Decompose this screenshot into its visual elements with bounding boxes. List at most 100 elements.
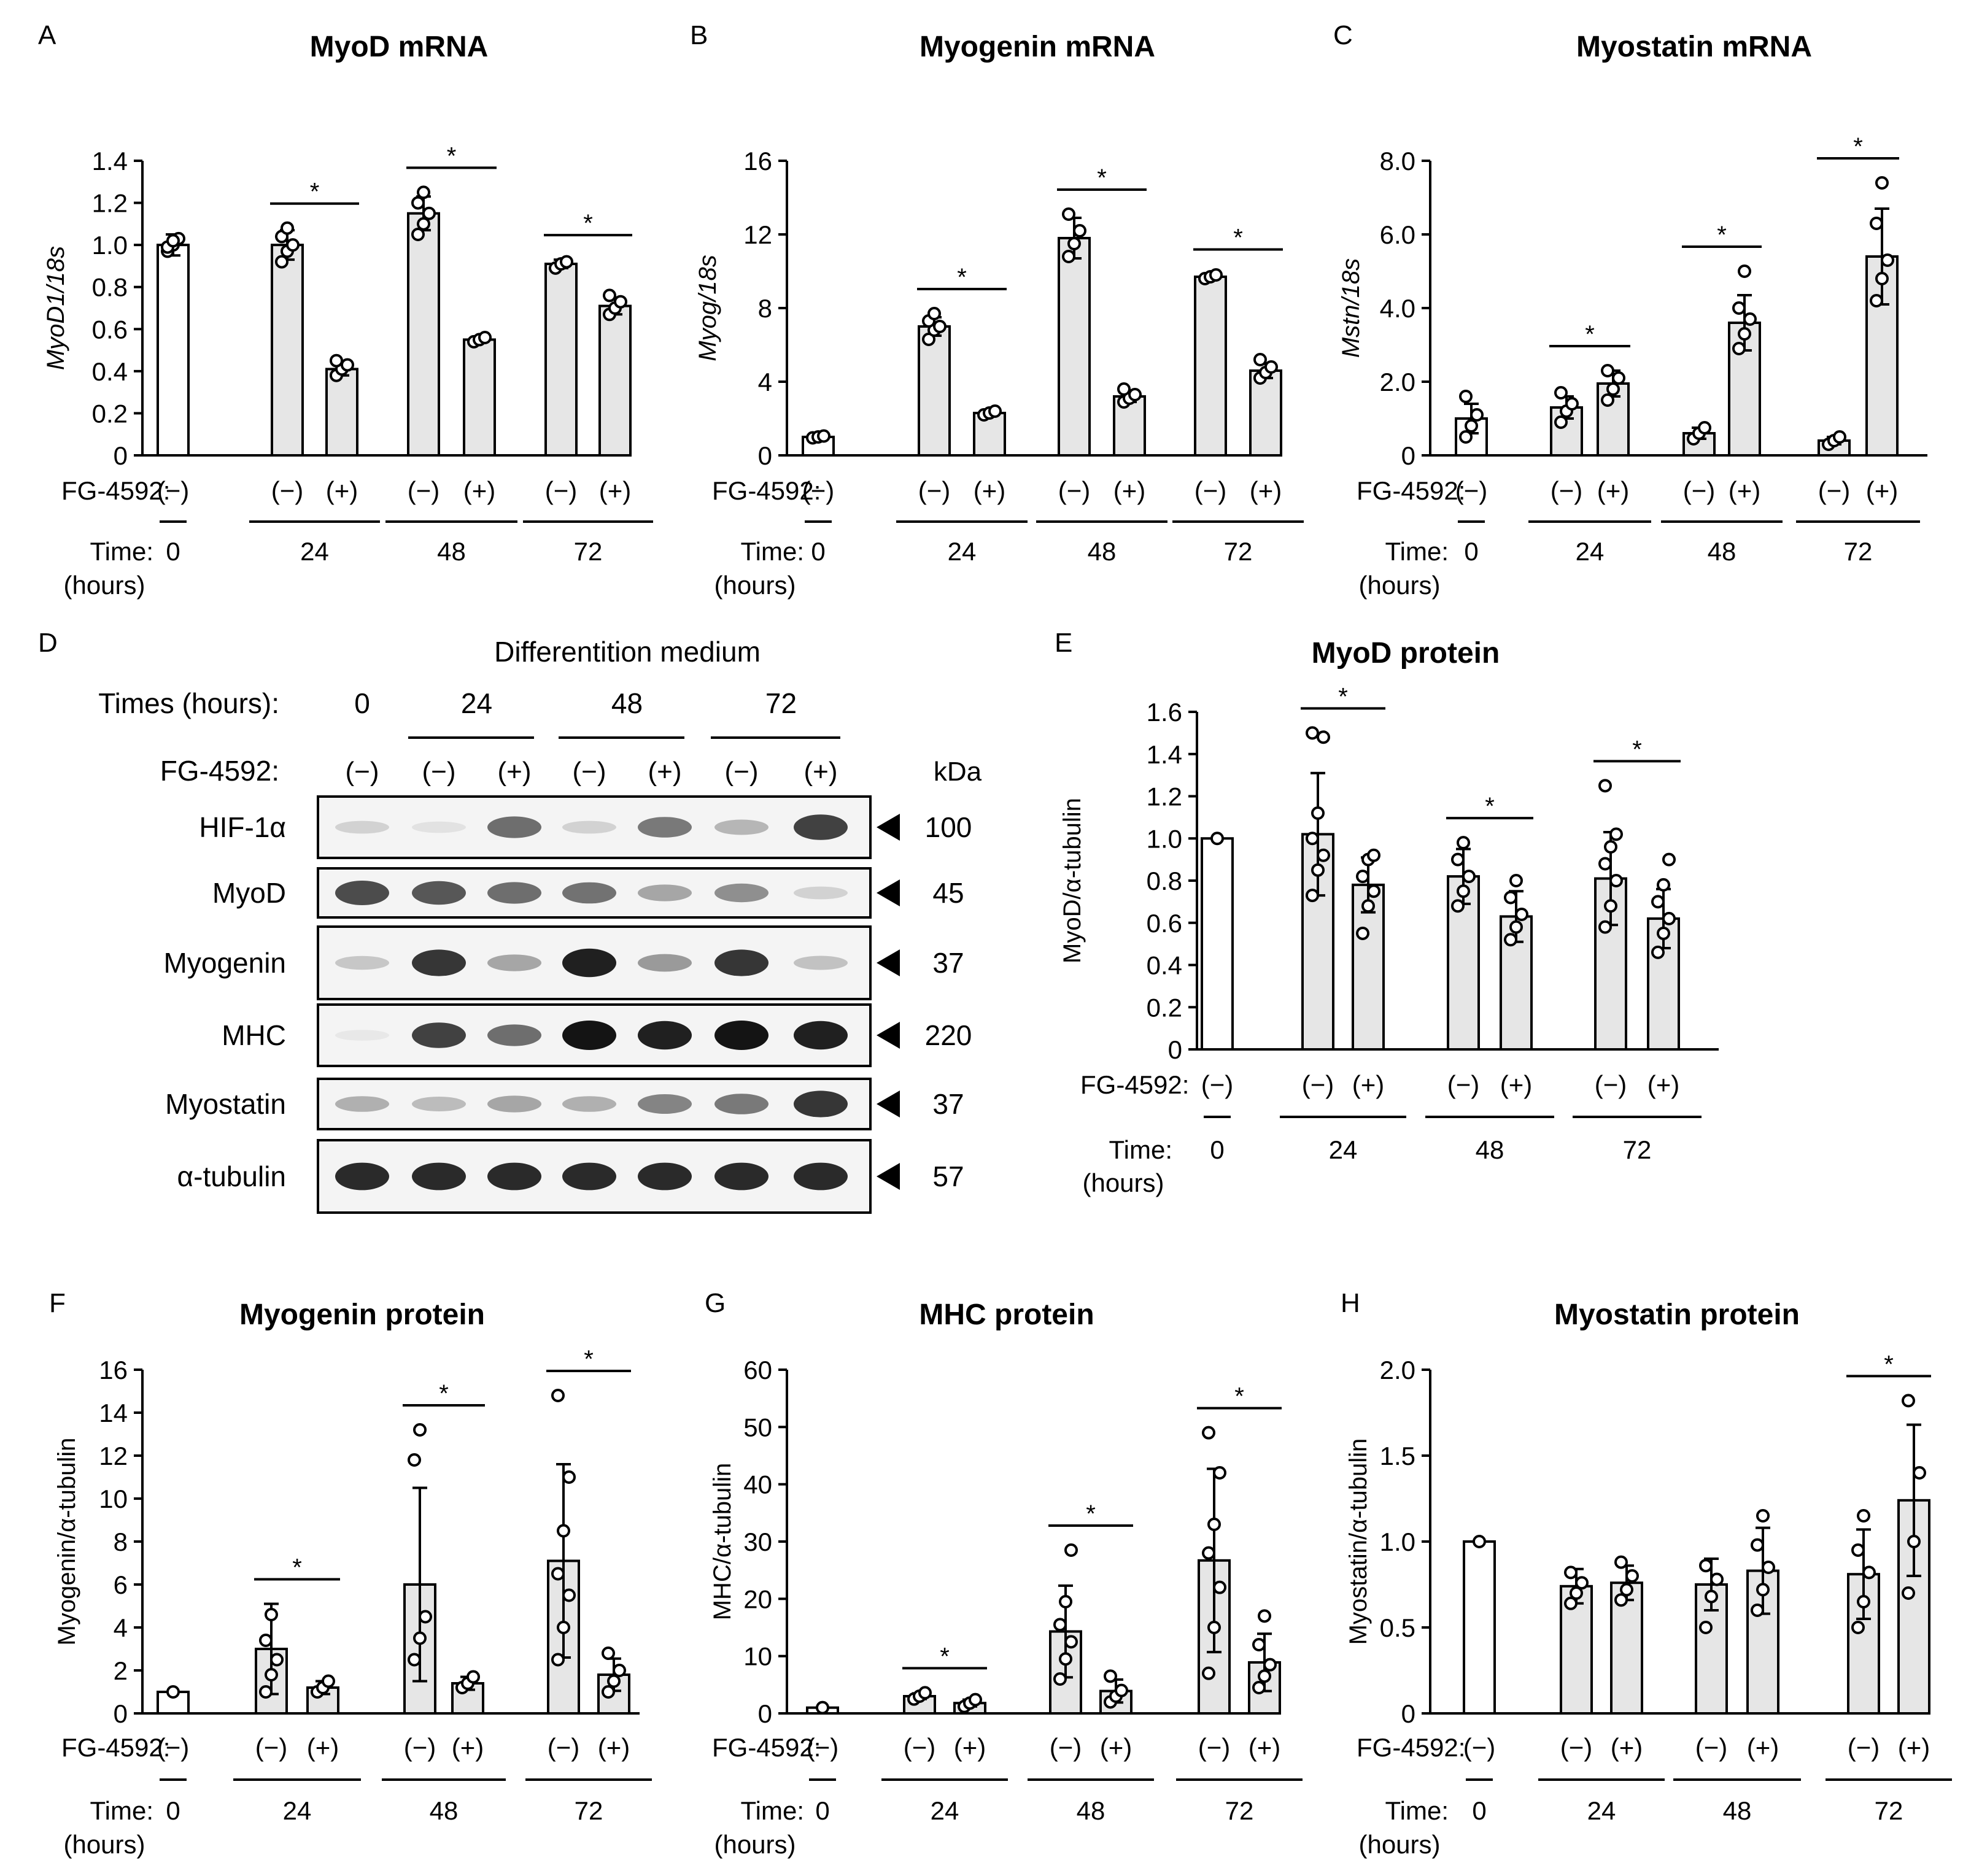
- bar: [271, 244, 304, 457]
- blot-lane-label: (−): [573, 757, 606, 787]
- fg-label: (+): [599, 476, 632, 505]
- data-point: [1554, 386, 1568, 400]
- time-label: 48: [430, 1796, 459, 1825]
- data-point: [1705, 1589, 1718, 1604]
- y-tick-label: 6.0: [1380, 220, 1415, 249]
- y-tick-label: 1.2: [1147, 782, 1182, 811]
- arrowhead-icon: [877, 814, 900, 841]
- arrowhead-icon: [877, 1022, 900, 1049]
- data-point: [1053, 1618, 1067, 1632]
- y-tick-label: 1.2: [92, 189, 128, 218]
- data-point: [281, 221, 294, 235]
- data-point: [1738, 327, 1751, 341]
- protein-label: Myostatin: [165, 1088, 286, 1120]
- significance-star: *: [1585, 321, 1595, 348]
- data-point: [417, 217, 430, 231]
- y-tick-label: 0.2: [92, 399, 128, 428]
- data-point: [408, 1453, 421, 1467]
- significance-star: *: [1338, 683, 1348, 710]
- data-point: [1207, 1621, 1221, 1634]
- fg-row-label: FG-4592:: [61, 476, 170, 505]
- y-tick-label: 0: [758, 441, 772, 470]
- y-tick-label: 50: [743, 1413, 772, 1442]
- y-tick-label: 0.5: [1380, 1613, 1415, 1642]
- band: [487, 882, 541, 904]
- data-point: [265, 1668, 278, 1681]
- chart-panel-e: E MyoD protein 0 0.2 0.4 0.6 0.8 1.0 1.2 1.4 1.6 My…: [1055, 628, 1719, 1197]
- time-label: 48: [1088, 537, 1117, 566]
- data-point: [286, 238, 300, 252]
- y-tick-label: 0.6: [1147, 909, 1182, 938]
- y-tick-label: 12: [99, 1442, 128, 1470]
- data-point: [1210, 832, 1224, 846]
- arrowhead-icon: [877, 1163, 900, 1190]
- blot-time-label: 24: [461, 687, 492, 719]
- data-point: [275, 255, 288, 269]
- band: [714, 819, 769, 835]
- data-point: [969, 1693, 982, 1707]
- y-tick-label: 1.0: [1147, 824, 1182, 853]
- data-point: [1743, 312, 1757, 326]
- fg-label: (+): [1100, 1733, 1132, 1762]
- data-point: [1762, 1561, 1775, 1574]
- fg-label: (+): [1113, 476, 1146, 505]
- y-axis-label: Myostatin/α-tubulin: [1345, 1438, 1372, 1645]
- band: [794, 814, 848, 840]
- bar: [1463, 1540, 1496, 1715]
- chart-panel-g: G MHC protein 0 10 20 30 40 50 60 MHC/α-tubulin (−…: [705, 1288, 1303, 1859]
- data-point: [1732, 301, 1746, 315]
- data-point: [1459, 430, 1473, 444]
- time-row-label: Time:: [1385, 537, 1449, 566]
- band: [714, 949, 769, 976]
- blot-lane-label: (−): [422, 757, 456, 787]
- fg-label: (−): [1463, 1733, 1496, 1762]
- fg-label: (−): [1201, 1070, 1234, 1099]
- data-point: [1264, 360, 1278, 374]
- y-tick-label: 16: [99, 1356, 128, 1384]
- chart-title: MHC protein: [919, 1299, 1094, 1331]
- significance-star: *: [1234, 1383, 1244, 1410]
- band: [562, 948, 616, 978]
- panel-letter: A: [38, 20, 56, 50]
- data-point: [1462, 870, 1476, 884]
- y-tick-label: 0.2: [1147, 993, 1182, 1022]
- data-point: [1902, 1394, 1915, 1408]
- data-point: [1209, 268, 1223, 282]
- data-point: [551, 1567, 565, 1581]
- significance-star: *: [1717, 222, 1727, 249]
- data-point: [1606, 382, 1620, 396]
- data-point: [1657, 926, 1670, 940]
- y-tick-label: 0.6: [92, 315, 128, 344]
- time-label: 48: [437, 537, 466, 566]
- data-point: [1699, 1621, 1713, 1634]
- blot-heading: Differentition medium: [494, 636, 761, 668]
- y-tick-label: 1.4: [1147, 740, 1182, 769]
- time-label: 72: [574, 537, 603, 566]
- significance-star: *: [1853, 133, 1863, 160]
- band: [412, 881, 466, 905]
- data-point: [270, 1653, 284, 1667]
- y-tick-label: 60: [743, 1356, 772, 1384]
- data-point: [408, 1653, 421, 1667]
- fg-label: (+): [1729, 476, 1761, 505]
- fg-label: (−): [1447, 1070, 1480, 1099]
- significance-star: *: [310, 179, 320, 206]
- band: [487, 954, 541, 971]
- data-point: [1601, 364, 1614, 377]
- time-row-label: Time:: [1109, 1135, 1172, 1164]
- significance-star: *: [292, 1554, 302, 1581]
- blot-times-label: Times (hours):: [98, 687, 279, 719]
- data-point: [1698, 421, 1711, 434]
- bar: [1249, 369, 1282, 457]
- time-label: 72: [1225, 1796, 1254, 1825]
- y-tick-label: 1.0: [1380, 1527, 1415, 1556]
- hours-label: (hours): [1082, 1168, 1164, 1197]
- data-point: [1598, 920, 1612, 934]
- fg-label: (+): [1250, 476, 1282, 505]
- data-point: [1875, 272, 1889, 285]
- data-point: [166, 234, 180, 248]
- time-row-label: Time:: [741, 537, 804, 566]
- fg-label: (−): [545, 476, 578, 505]
- data-point: [1657, 878, 1670, 892]
- y-tick-label: 0: [1401, 441, 1415, 470]
